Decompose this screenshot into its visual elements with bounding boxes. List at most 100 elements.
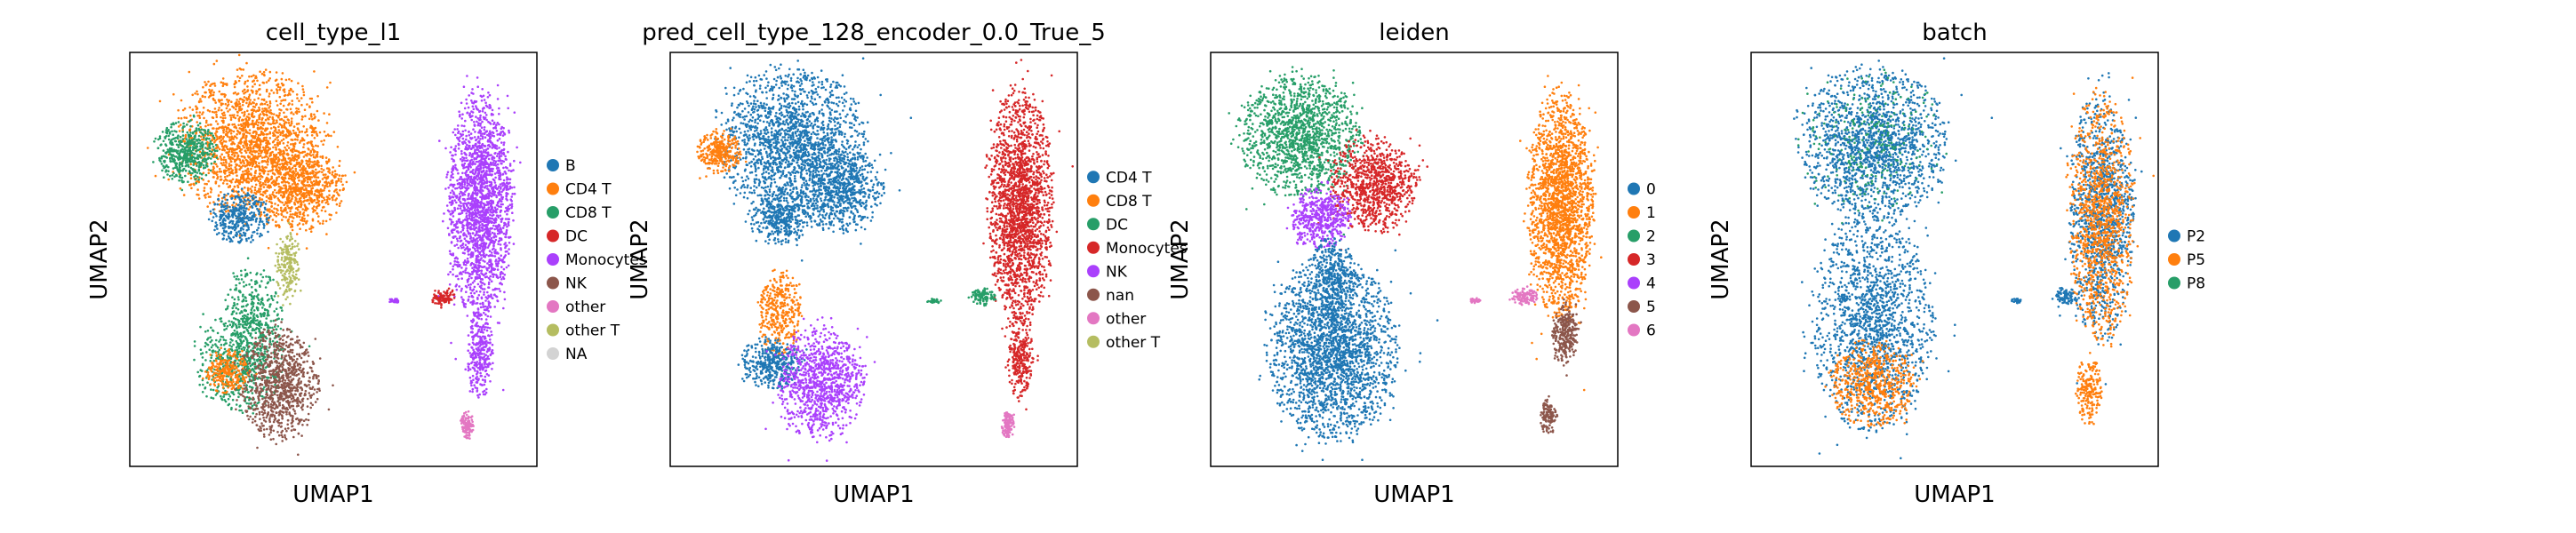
point (248, 216, 251, 219)
point (277, 129, 281, 131)
point (315, 144, 317, 147)
point (254, 183, 258, 187)
point (289, 107, 292, 111)
point (261, 123, 265, 127)
point (287, 147, 291, 149)
point (198, 139, 202, 142)
point (290, 235, 292, 238)
point (253, 188, 257, 192)
point (212, 208, 215, 211)
point (229, 380, 233, 384)
point (204, 330, 207, 333)
point (216, 376, 219, 378)
point (293, 203, 296, 205)
point (237, 389, 240, 392)
point (242, 160, 244, 163)
point (204, 345, 207, 348)
point (242, 68, 245, 71)
point (315, 163, 317, 165)
point (232, 151, 235, 155)
point (230, 391, 233, 394)
point (262, 186, 266, 188)
point (302, 164, 305, 168)
point (245, 99, 249, 101)
point (220, 175, 222, 179)
point (211, 110, 214, 114)
point (196, 123, 200, 127)
point (268, 184, 272, 187)
point (297, 123, 300, 125)
point (237, 298, 240, 301)
point (254, 140, 258, 143)
point (234, 166, 237, 169)
point (328, 113, 331, 115)
point (276, 314, 279, 317)
point (231, 313, 234, 315)
point (282, 138, 285, 140)
point (204, 95, 206, 99)
point (260, 218, 262, 220)
point (282, 119, 285, 122)
point (192, 169, 195, 171)
point (293, 177, 297, 180)
point (203, 187, 206, 189)
point (321, 178, 324, 180)
point (279, 200, 282, 203)
point (325, 122, 329, 124)
point (287, 258, 291, 261)
point (237, 100, 241, 103)
point (205, 375, 209, 378)
point (321, 171, 324, 173)
point (251, 291, 254, 294)
point (241, 127, 244, 131)
point (315, 131, 317, 133)
point (241, 211, 244, 215)
point (207, 171, 211, 175)
point (231, 157, 235, 160)
point (236, 333, 240, 337)
point (199, 145, 202, 147)
point (250, 312, 253, 314)
point (289, 159, 292, 162)
point (285, 171, 289, 174)
point (236, 180, 239, 183)
point (301, 223, 305, 226)
point (244, 380, 247, 383)
point (291, 243, 294, 246)
point (320, 209, 324, 212)
point (292, 113, 295, 115)
point (321, 156, 324, 160)
point (272, 191, 275, 194)
point (241, 111, 244, 115)
point (208, 202, 212, 204)
point (201, 391, 204, 394)
point (215, 130, 219, 133)
point (268, 275, 270, 279)
point (290, 282, 293, 284)
point (291, 373, 294, 376)
point (245, 388, 248, 392)
point (240, 409, 243, 412)
point (185, 116, 188, 119)
point (316, 95, 319, 98)
point (205, 351, 208, 354)
point (287, 157, 291, 160)
point (246, 162, 250, 164)
point (240, 278, 244, 281)
point (246, 414, 249, 418)
point (301, 88, 305, 91)
point (222, 395, 225, 398)
point (228, 205, 231, 209)
point (236, 184, 239, 187)
point (204, 160, 206, 163)
point (183, 150, 186, 153)
point (290, 122, 293, 125)
point (243, 348, 246, 352)
point (243, 99, 245, 102)
point (309, 192, 312, 195)
point (228, 354, 232, 357)
point (293, 245, 296, 248)
point (323, 205, 325, 209)
point (199, 98, 202, 100)
point (265, 199, 268, 203)
